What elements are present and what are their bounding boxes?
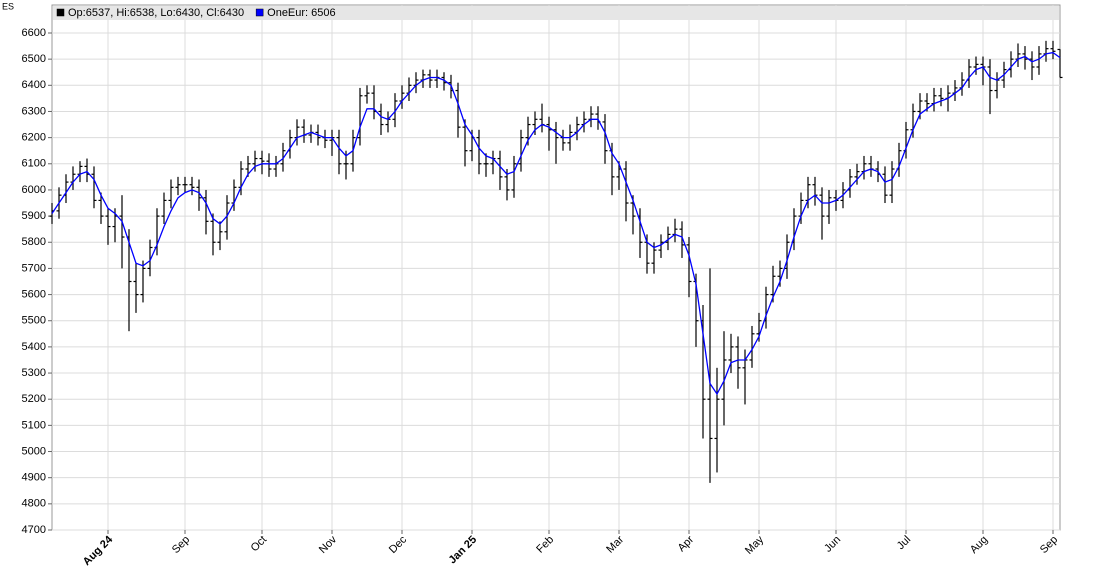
ohlc-bar: [889, 161, 895, 204]
ohlc-bar: [623, 161, 629, 222]
ohlc-bar: [119, 195, 125, 269]
ohlc-bar: [252, 150, 258, 172]
ohlc-bar: [133, 263, 139, 313]
y-tick-label: 6600: [22, 27, 46, 39]
ohlc-bar: [140, 260, 146, 303]
ohlc-bar: [532, 111, 538, 136]
ohlc-bar: [182, 176, 188, 193]
legend-swatch: [255, 8, 264, 17]
y-tick-label: 4700: [22, 524, 46, 536]
ohlc-bar: [749, 325, 755, 368]
y-tick-label: 5800: [22, 236, 46, 248]
ohlc-bar: [392, 93, 398, 128]
y-tick-label: 5400: [22, 341, 46, 353]
ohlc-bar: [224, 195, 230, 240]
y-tick-label: 5200: [22, 393, 46, 405]
y-tick-label: 5300: [22, 367, 46, 379]
y-tick-label: 6000: [22, 184, 46, 196]
ohlc-bar: [826, 189, 832, 224]
ohlc-bar: [427, 69, 433, 88]
ohlc-bar: [721, 331, 727, 426]
ohlc-bar: [203, 189, 209, 235]
ohlc-bar: [973, 56, 979, 75]
y-tick-label: 5600: [22, 288, 46, 300]
ohlc-bar: [210, 213, 216, 256]
ohlc-bar: [476, 129, 482, 175]
ohlc-bar: [189, 176, 195, 196]
ohlc-bar: [707, 268, 713, 483]
ohlc-bar: [266, 153, 272, 177]
ohlc-bar: [280, 142, 286, 172]
y-tick-label: 6500: [22, 53, 46, 65]
legend-label: Op:6537, Hi:6538, Lo:6430, Cl:6430: [68, 7, 244, 19]
ohlc-bar: [511, 155, 517, 198]
ohlc-bar: [728, 333, 734, 374]
ohlc-bar: [91, 166, 97, 209]
ohlc-bar: [987, 59, 993, 115]
ohlc-bar: [1036, 46, 1042, 75]
ohlc-bar: [483, 153, 489, 177]
y-tick-label: 5100: [22, 419, 46, 431]
ohlc-bar: [1022, 46, 1028, 70]
ohlc-bar: [378, 103, 384, 136]
ohlc-bar: [714, 367, 720, 473]
ohlc-bar: [441, 72, 447, 91]
ohlc-bar: [665, 226, 671, 251]
legend-swatch: [56, 8, 65, 17]
line-series: [51, 51, 1061, 396]
y-tick-label: 6400: [22, 79, 46, 91]
ohlc-bar: [938, 87, 944, 107]
ohlc-bar: [686, 237, 692, 298]
ohlc-bar: [336, 129, 342, 175]
ohlc-bar: [196, 179, 202, 211]
ohlc-bar: [455, 82, 461, 138]
ohlc-bar: [658, 234, 664, 258]
legend-label: OneEur: 6506: [267, 7, 336, 19]
ohlc-bar: [175, 176, 181, 196]
ohlc-bar: [168, 179, 174, 209]
ohlc-bar: [357, 87, 363, 146]
ohlc-bar: [462, 119, 468, 167]
y-tick-label: 5500: [22, 315, 46, 327]
ohlc-bar: [546, 116, 552, 151]
ohlc-bar: [1057, 48, 1063, 79]
ohlc-bar: [819, 187, 825, 240]
ohlc-bar: [98, 192, 104, 224]
y-tick-label: 5900: [22, 210, 46, 222]
ohlc-bar: [882, 166, 888, 204]
ohlc-bar: [147, 239, 153, 277]
ohlc-bar: [854, 163, 860, 185]
symbol: ES: [2, 1, 14, 11]
ohlc-bar: [1029, 51, 1035, 81]
y-tick-label: 4800: [22, 498, 46, 510]
y-tick-label: 5000: [22, 445, 46, 457]
y-tick-label: 6100: [22, 158, 46, 170]
y-tick-label: 5700: [22, 262, 46, 274]
ohlc-bar: [553, 121, 559, 164]
ohlc-bar: [364, 85, 370, 104]
ohlc-bar: [497, 150, 503, 190]
ohlc-bar: [161, 192, 167, 224]
ohlc-bar: [259, 150, 265, 175]
y-tick-label: 4900: [22, 472, 46, 484]
plot-area: [51, 4, 1061, 531]
ohlc-bar: [518, 129, 524, 172]
ohlc-bar: [1050, 40, 1056, 60]
ohlc-bar: [679, 221, 685, 258]
y-tick-label: 6200: [22, 132, 46, 144]
y-tick-label: 6300: [22, 105, 46, 117]
legend-bar: [53, 6, 1059, 20]
ohlc-bar: [735, 336, 741, 389]
ohlc-bar: [105, 208, 111, 245]
ohlc-bar: [602, 114, 608, 164]
ohlc-bar: [217, 221, 223, 251]
